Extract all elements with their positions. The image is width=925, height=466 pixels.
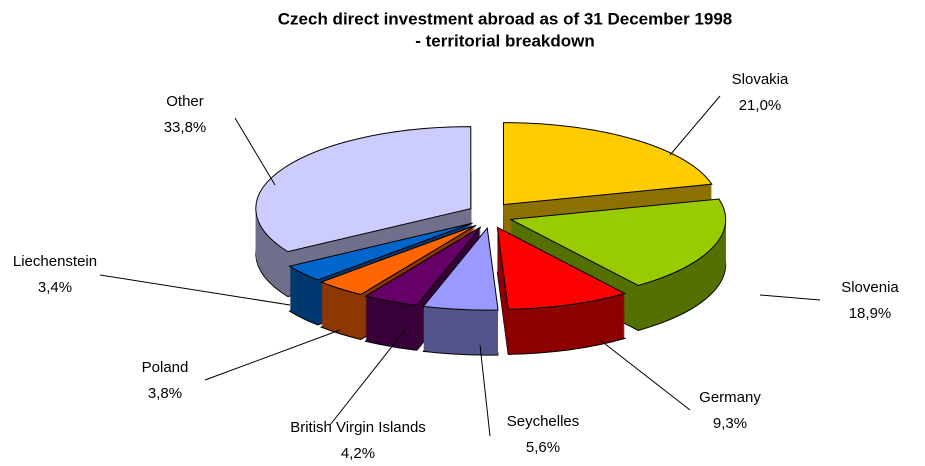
pie-slice (319, 224, 477, 295)
leader-line (329, 329, 406, 426)
pie-slice (422, 226, 499, 311)
pie-slice (364, 226, 482, 306)
chart-title: Czech direct investment abroad as of 31 … (278, 9, 732, 28)
leader-line (479, 344, 491, 437)
leader-line (599, 339, 691, 411)
slice-label: Slovenia (841, 279, 899, 296)
pie-slice (508, 198, 727, 287)
value-label: 21,0% (739, 97, 782, 114)
slice-label: Liechenstein (13, 253, 97, 270)
slice-label: Seychelles (507, 413, 580, 430)
value-label: 3,8% (148, 385, 182, 402)
pie-slice (255, 126, 472, 253)
value-label: 33,8% (164, 119, 207, 136)
slice-label: Poland (142, 359, 189, 376)
slice-label: Germany (699, 389, 761, 406)
leader-line (759, 294, 821, 301)
value-label: 9,3% (713, 415, 747, 432)
value-label: 3,4% (38, 279, 72, 296)
leader-line (204, 329, 341, 381)
leader-line (99, 274, 291, 306)
value-label: 5,6% (526, 439, 560, 456)
chart-title: - territorial breakdown (415, 31, 594, 50)
pie-slice (502, 122, 713, 206)
slice-label: Other (166, 93, 204, 110)
leader-line (669, 95, 721, 156)
value-label: 18,9% (849, 305, 892, 322)
pie-slice (496, 226, 627, 310)
pie-slice (288, 222, 473, 281)
leader-line (234, 117, 276, 186)
slice-label: British Virgin Islands (290, 419, 426, 436)
slice-label: Slovakia (732, 71, 789, 88)
value-label: 4,2% (341, 445, 375, 462)
